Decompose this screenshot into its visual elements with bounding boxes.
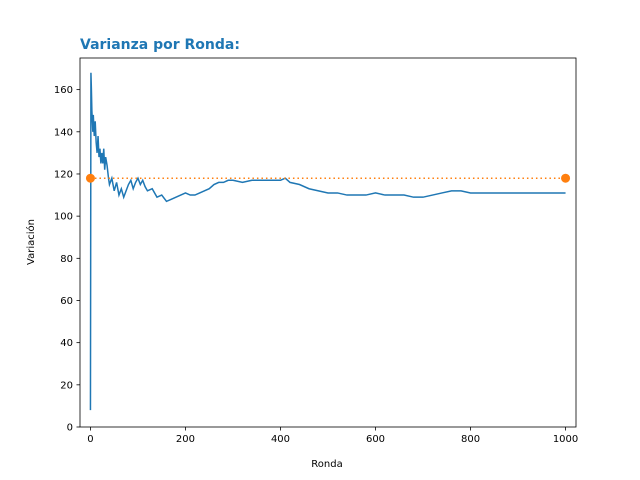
variance-line bbox=[89, 72, 566, 411]
y-tick-label: 140 bbox=[54, 127, 73, 138]
x-tick-label: 200 bbox=[176, 434, 195, 445]
axes: 0 200 400 600 800 1000 0 20 40 60 80 100 120 140 160 bbox=[54, 57, 578, 445]
y-tick-label: 0 bbox=[67, 423, 73, 434]
x-tick-label: 1000 bbox=[553, 434, 578, 445]
x-tick-label: 800 bbox=[461, 434, 480, 445]
reference-marker bbox=[85, 173, 95, 183]
y-tick-label: 20 bbox=[60, 380, 73, 391]
y-tick-label: 40 bbox=[60, 338, 73, 349]
y-tick-label: 120 bbox=[54, 169, 73, 180]
y-axis-label: Variación bbox=[25, 219, 37, 265]
reference-marker bbox=[561, 173, 571, 183]
y-tick-label: 60 bbox=[60, 296, 73, 307]
x-tick-label: 400 bbox=[271, 434, 290, 445]
chart-title: Varianza por Ronda: bbox=[80, 37, 240, 53]
x-axis-label: Ronda bbox=[311, 459, 342, 470]
x-tick-label: 600 bbox=[366, 434, 385, 445]
y-tick-label: 80 bbox=[60, 254, 73, 265]
y-tick-label: 100 bbox=[54, 212, 73, 223]
plot-frame bbox=[79, 57, 577, 428]
plot-area bbox=[85, 72, 571, 411]
x-tick-label: 0 bbox=[87, 434, 93, 445]
y-tick-label: 160 bbox=[54, 85, 73, 96]
